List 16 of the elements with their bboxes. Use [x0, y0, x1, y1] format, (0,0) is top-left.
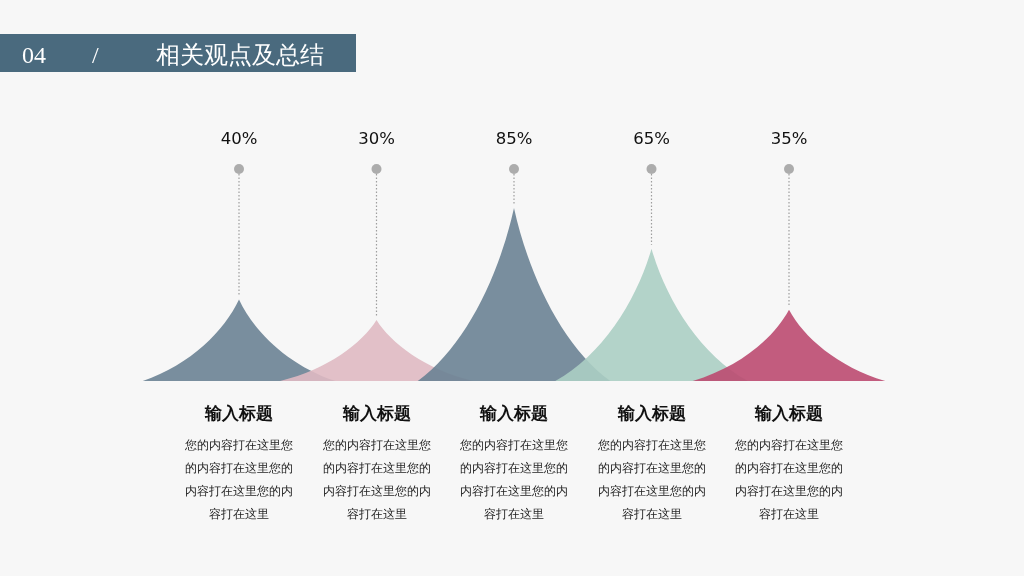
text: 您的内容打在这里您的内容打在这里您的内容打在这里您的内容打在这里	[734, 437, 843, 521]
category-label: 输入标题	[341, 403, 411, 423]
data-label: 65%	[633, 129, 670, 148]
category-label: 输入标题	[204, 403, 273, 423]
data-label: 35%	[770, 129, 808, 148]
category-label: 输入标题	[754, 403, 823, 423]
data-label: 85%	[495, 129, 533, 148]
data-label: 30%	[358, 129, 395, 148]
chart-title: 04 / 相关观点及总结	[22, 42, 324, 68]
text: 您的内容打在这里您的内容打在这里您的内容打在这里您的内容打在这里	[596, 437, 706, 521]
category-label: 输入标题	[616, 403, 686, 423]
text: 您的内容打在这里您的内容打在这里您的内容打在这里您的内容打在这里	[459, 437, 568, 521]
data-label: 40%	[220, 129, 258, 148]
text: 您的内容打在这里您的内容打在这里您的内容打在这里您的内容打在这里	[321, 437, 431, 521]
text: 您的内容打在这里您的内容打在这里您的内容打在这里您的内容打在这里	[184, 437, 293, 521]
category-label: 输入标题	[479, 403, 548, 423]
